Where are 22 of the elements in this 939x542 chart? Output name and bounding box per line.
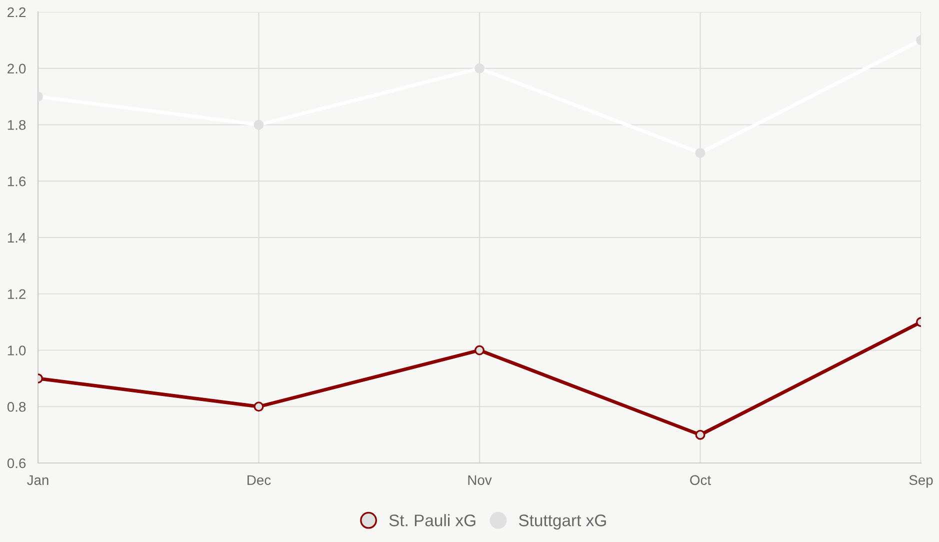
y-tick-label: 2.0 <box>8 64 26 74</box>
y-tick-label: 1.6 <box>8 176 26 186</box>
y-tick-label: 1.0 <box>8 346 26 356</box>
point <box>695 430 706 440</box>
point <box>254 402 264 412</box>
point <box>474 345 484 356</box>
x-tick-label: Oct <box>690 475 711 486</box>
x-tick-label: Nov <box>468 475 492 486</box>
x-tick-label: Jan <box>27 475 48 486</box>
legend-label: St. Pauli xG <box>389 514 476 526</box>
y-tick-label: 1.8 <box>8 120 26 130</box>
y-tick-label: 0.8 <box>7 402 26 412</box>
point <box>254 120 264 130</box>
y-tick-label: 1.2 <box>8 289 26 299</box>
y-tick-label: 2.2 <box>8 7 26 18</box>
y-tick-label: 1.4 <box>8 232 26 243</box>
legend-label: Stuttgart xG <box>518 514 606 530</box>
x-tick-label: Sep <box>909 475 933 488</box>
y-tick-label: 0.6 <box>7 458 26 468</box>
x-tick-label: Dec <box>248 475 271 486</box>
point <box>474 63 484 74</box>
point <box>695 148 706 158</box>
